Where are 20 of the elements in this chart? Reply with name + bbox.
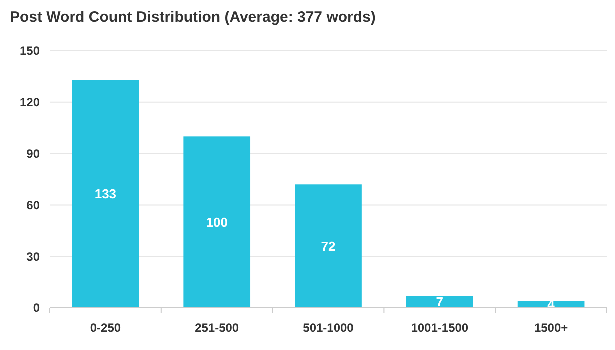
data-label: 100 xyxy=(206,214,228,230)
bar xyxy=(72,80,140,308)
y-tick-label: 0 xyxy=(33,301,40,316)
bar xyxy=(295,184,362,308)
x-tick-label: 501-1000 xyxy=(303,321,354,335)
y-tick-label: 120 xyxy=(20,96,40,110)
x-tick-label: 251-500 xyxy=(195,321,240,335)
x-tick-label: 0-250 xyxy=(90,321,122,335)
bar xyxy=(406,296,474,308)
x-tick-label: 1001-1500 xyxy=(411,321,469,335)
y-tick-label: 90 xyxy=(26,147,40,161)
data-label: 7 xyxy=(436,294,444,310)
y-tick-label: 60 xyxy=(26,198,40,212)
chart-title: Post Word Count Distribution (Average: 377 words) xyxy=(10,9,376,26)
bar xyxy=(184,136,251,308)
x-tick-label: 1500+ xyxy=(534,321,568,335)
y-tick-label: 30 xyxy=(26,250,40,264)
y-tick-label: 150 xyxy=(20,44,40,58)
data-label: 72 xyxy=(321,238,336,254)
data-label: 133 xyxy=(94,186,117,202)
